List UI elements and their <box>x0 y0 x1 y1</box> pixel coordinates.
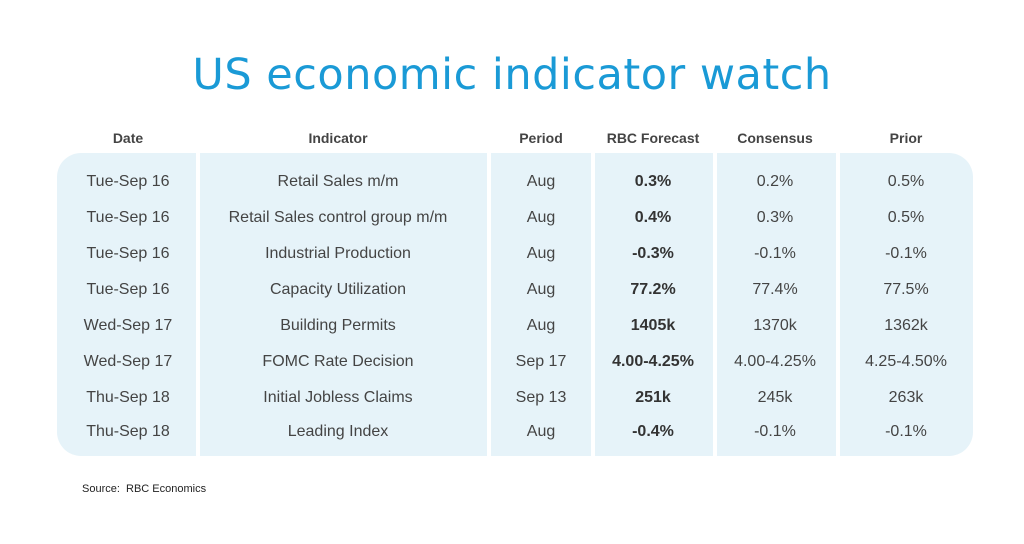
cell-rbc-forecast: -0.4% <box>632 423 674 440</box>
cell-rbc-forecast: 77.2% <box>630 281 676 298</box>
cell-period: Aug <box>526 245 556 262</box>
table-body-panel <box>57 153 973 456</box>
cell-indicator: Building Permits <box>280 317 396 334</box>
cell-rbc-forecast: 0.4% <box>634 209 672 226</box>
cell-indicator: Initial Jobless Claims <box>263 389 413 406</box>
column-header-prior: Prior <box>889 130 923 146</box>
source-note: Source: RBC Economics <box>82 483 207 495</box>
cell-consensus: -0.1% <box>754 423 796 440</box>
column-separator <box>196 153 200 456</box>
column-header-rbc-forecast: RBC Forecast <box>606 130 700 146</box>
cell-date: Tue-Sep 16 <box>86 245 170 262</box>
cell-indicator: Leading Index <box>287 423 389 440</box>
column-header-period: Period <box>519 130 563 146</box>
cell-period: Aug <box>526 173 556 190</box>
cell-rbc-forecast: 0.3% <box>634 173 672 190</box>
cell-rbc-forecast: -0.3% <box>632 245 674 262</box>
cell-date: Tue-Sep 16 <box>86 281 170 298</box>
cell-period: Sep 13 <box>515 389 567 406</box>
cell-indicator: Retail Sales control group m/m <box>228 209 448 226</box>
cell-consensus: 0.2% <box>756 173 794 190</box>
cell-consensus: -0.1% <box>754 245 796 262</box>
cell-date: Wed-Sep 17 <box>83 353 173 370</box>
cell-period: Aug <box>526 423 556 440</box>
column-separator <box>591 153 595 456</box>
cell-indicator: Capacity Utilization <box>269 281 407 298</box>
cell-prior: -0.1% <box>885 245 927 262</box>
cell-indicator: Retail Sales m/m <box>277 173 399 190</box>
cell-prior: 263k <box>888 389 924 406</box>
column-header-indicator: Indicator <box>308 130 368 146</box>
column-separator <box>836 153 840 456</box>
cell-date: Thu-Sep 18 <box>86 423 170 440</box>
cell-rbc-forecast: 4.00-4.25% <box>612 353 694 370</box>
cell-prior: 77.5% <box>883 281 929 298</box>
cell-indicator: Industrial Production <box>265 245 411 262</box>
cell-date: Tue-Sep 16 <box>86 173 170 190</box>
column-separator <box>713 153 717 456</box>
cell-period: Aug <box>526 209 556 226</box>
cell-consensus: 245k <box>757 389 793 406</box>
cell-date: Wed-Sep 17 <box>83 317 173 334</box>
column-separator <box>487 153 491 456</box>
cell-period: Aug <box>526 281 556 298</box>
column-header-date: Date <box>112 130 144 146</box>
cell-prior: -0.1% <box>885 423 927 440</box>
cell-prior: 1362k <box>884 317 928 334</box>
cell-consensus: 77.4% <box>752 281 798 298</box>
cell-date: Thu-Sep 18 <box>86 389 170 406</box>
cell-consensus: 4.00-4.25% <box>734 353 816 370</box>
cell-rbc-forecast: 251k <box>635 389 671 406</box>
page-title: US economic indicator watch <box>192 50 832 100</box>
cell-consensus: 0.3% <box>756 209 794 226</box>
cell-indicator: FOMC Rate Decision <box>262 353 414 370</box>
cell-prior: 0.5% <box>887 173 925 190</box>
cell-prior: 0.5% <box>887 209 925 226</box>
cell-period: Aug <box>526 317 556 334</box>
column-header-consensus: Consensus <box>737 130 813 146</box>
cell-date: Tue-Sep 16 <box>86 209 170 226</box>
cell-period: Sep 17 <box>515 353 567 370</box>
cell-prior: 4.25-4.50% <box>865 353 947 370</box>
cell-rbc-forecast: 1405k <box>630 317 676 334</box>
cell-consensus: 1370k <box>753 317 797 334</box>
